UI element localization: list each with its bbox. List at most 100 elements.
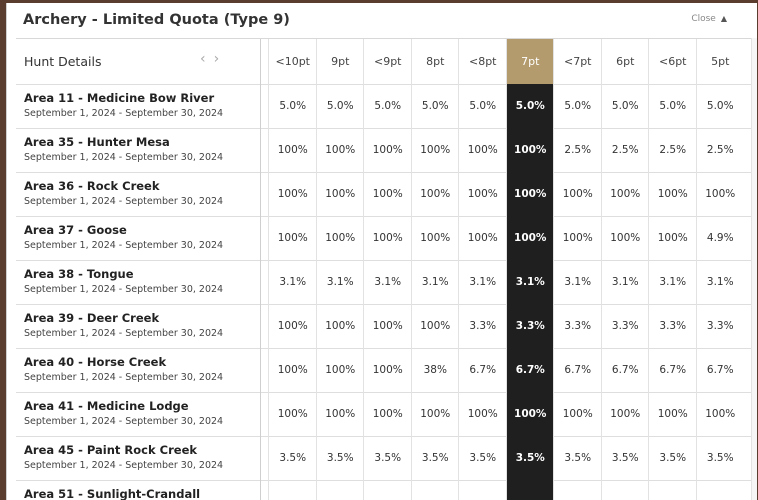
area-name[interactable]: Area 11 - Medicine Bow River [24, 91, 215, 105]
area-name[interactable]: Area 51 - Sunlight-Crandall [24, 487, 201, 500]
odds-cell: 3.5% [363, 436, 412, 480]
odds-cell [600, 480, 650, 500]
area-name[interactable]: Area 37 - Goose [24, 223, 127, 237]
season-dates: September 1, 2024 - September 30, 2024 [24, 196, 224, 207]
table-row[interactable]: Area 35 - Hunter Mesa September 1, 2024 -… [16, 128, 751, 173]
odds-cell: 100% [553, 216, 602, 260]
odds-cell [268, 480, 317, 500]
table-row[interactable]: Area 39 - Deer Creek September 1, 2024 - … [16, 304, 751, 349]
odds-cell: 3.3% [600, 304, 650, 348]
odds-cell: 3.5% [553, 436, 602, 480]
odds-cell: 5.0% [268, 84, 317, 128]
odds-cell: 100% [410, 172, 460, 216]
odds-cell: 3.5% [268, 436, 317, 480]
odds-cell: 100% [505, 172, 554, 216]
odds-cell: 3.1% [648, 260, 697, 304]
odds-cell: 3.5% [458, 436, 507, 480]
odds-cell: 3.1% [505, 260, 554, 304]
odds-cell: 6.7% [553, 348, 602, 392]
odds-cell: 3.3% [458, 304, 507, 348]
hunt-details-cell: Area 35 - Hunter Mesa September 1, 2024 -… [16, 128, 261, 172]
area-name[interactable]: Area 41 - Medicine Lodge [24, 399, 189, 413]
area-name[interactable]: Area 39 - Deer Creek [24, 311, 160, 325]
odds-cell: 3.1% [410, 260, 460, 304]
column-header: <9pt [363, 39, 412, 84]
odds-cell: 3.5% [505, 436, 554, 480]
odds-cell: 100% [458, 172, 507, 216]
odds-cell: 100% [505, 216, 554, 260]
odds-cell: 100% [458, 392, 507, 436]
odds-cell: 100% [268, 304, 317, 348]
column-header: 7pt [505, 39, 554, 84]
odds-cell: 100% [553, 172, 602, 216]
odds-table: Hunt Details ‹› <10pt 9pt <9pt 8pt <8pt 7pt <7… [16, 38, 751, 500]
column-header: 5pt [695, 39, 745, 84]
chevron-right-icon[interactable]: › [213, 51, 228, 67]
hunt-details-cell: Area 40 - Horse Creek September 1, 2024 -… [16, 348, 261, 392]
chevron-left-icon[interactable]: ‹ [200, 51, 214, 67]
odds-cell: 3.5% [315, 436, 365, 480]
area-name[interactable]: Area 35 - Hunter Mesa [24, 135, 170, 149]
table-row[interactable]: Area 51 - Sunlight-Crandall [16, 480, 751, 500]
odds-cell: 100% [363, 172, 412, 216]
odds-cell [553, 480, 602, 500]
column-header: <7pt [553, 39, 602, 84]
odds-cell: 3.1% [268, 260, 317, 304]
hunt-details-cell: Area 39 - Deer Creek September 1, 2024 - … [16, 304, 261, 348]
odds-cell: 100% [268, 348, 317, 392]
close-button[interactable]: Close ▲ [691, 14, 727, 24]
quota-panel: Archery - Limited Quota (Type 9) Close ▲ … [6, 3, 757, 500]
odds-cell: 100% [458, 216, 507, 260]
odds-cell: 5.0% [315, 84, 365, 128]
column-header: <6pt [648, 39, 697, 84]
table-row[interactable]: Area 45 - Paint Rock Creek September 1, 2… [16, 436, 751, 481]
odds-cell: 100% [410, 392, 460, 436]
odds-cell: 100% [315, 128, 365, 172]
table-row[interactable]: Area 41 - Medicine Lodge September 1, 202… [16, 392, 751, 437]
area-name[interactable]: Area 40 - Horse Creek [24, 355, 167, 369]
odds-cell: 100% [600, 392, 650, 436]
odds-cell: 3.5% [648, 436, 697, 480]
season-dates: September 1, 2024 - September 30, 2024 [24, 108, 224, 119]
odds-cell: 6.7% [600, 348, 650, 392]
odds-cell: 6.7% [648, 348, 697, 392]
odds-cell: 6.7% [505, 348, 554, 392]
odds-cell: 100% [410, 304, 460, 348]
odds-cell: 100% [695, 392, 745, 436]
hunt-details-cell: Area 41 - Medicine Lodge September 1, 202… [16, 392, 261, 436]
area-name[interactable]: Area 38 - Tongue [24, 267, 134, 281]
odds-cell: 100% [600, 216, 650, 260]
odds-cell: 100% [315, 304, 365, 348]
hunt-details-cell: Area 11 - Medicine Bow River September 1,… [16, 84, 261, 128]
odds-cell: 100% [363, 348, 412, 392]
area-name[interactable]: Area 45 - Paint Rock Creek [24, 443, 198, 457]
odds-cell: 100% [315, 392, 365, 436]
odds-cell: 100% [505, 128, 554, 172]
season-dates: September 1, 2024 - September 30, 2024 [24, 152, 224, 163]
hunt-details-cell: Area 51 - Sunlight-Crandall [16, 480, 261, 500]
table-row[interactable]: Area 38 - Tongue September 1, 2024 - Sept… [16, 260, 751, 305]
odds-cell [648, 480, 697, 500]
table-row[interactable]: Area 36 - Rock Creek September 1, 2024 - … [16, 172, 751, 217]
table-row[interactable]: Area 40 - Horse Creek September 1, 2024 -… [16, 348, 751, 393]
odds-cell: 100% [410, 128, 460, 172]
odds-cell: 100% [315, 216, 365, 260]
odds-cell: 5.0% [648, 84, 697, 128]
odds-cell: 100% [268, 128, 317, 172]
odds-cell: 2.5% [553, 128, 602, 172]
table-row[interactable]: Area 11 - Medicine Bow River September 1,… [16, 84, 751, 129]
table-row[interactable]: Area 37 - Goose September 1, 2024 - Septe… [16, 216, 751, 261]
close-label: Close [691, 14, 716, 24]
odds-cell [458, 480, 507, 500]
odds-cell [505, 480, 554, 500]
odds-cell: 3.1% [363, 260, 412, 304]
odds-cell: 100% [268, 216, 317, 260]
odds-cell: 5.0% [600, 84, 650, 128]
odds-cell: 2.5% [648, 128, 697, 172]
area-name[interactable]: Area 36 - Rock Creek [24, 179, 160, 193]
panel-title: Archery - Limited Quota (Type 9) [23, 12, 290, 28]
odds-cell: 100% [458, 128, 507, 172]
odds-cell: 5.0% [458, 84, 507, 128]
odds-cell: 3.3% [648, 304, 697, 348]
odds-cell: 2.5% [695, 128, 745, 172]
